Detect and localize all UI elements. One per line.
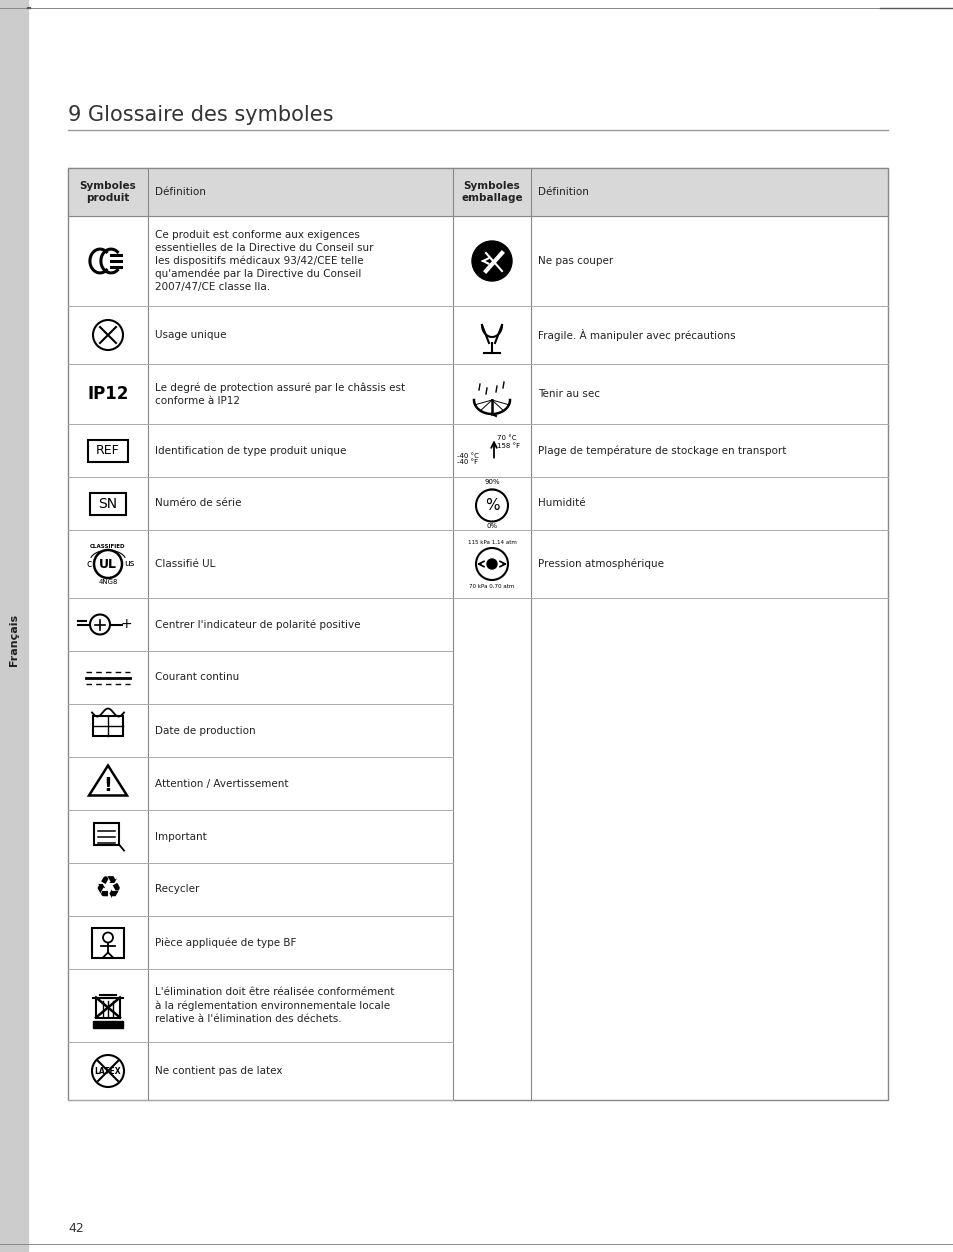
Bar — [68, 168, 887, 1101]
Text: Le degré de protection assuré par le châssis est
conforme à IP12: Le degré de protection assuré par le châ… — [154, 382, 405, 406]
Text: Classifié UL: Classifié UL — [154, 558, 215, 568]
Text: ♻: ♻ — [94, 875, 122, 904]
Text: Courant continu: Courant continu — [154, 672, 239, 682]
Text: UL: UL — [99, 557, 117, 571]
Text: Pièce appliquée de type BF: Pièce appliquée de type BF — [154, 938, 296, 948]
Circle shape — [486, 558, 497, 568]
Text: 70 °C: 70 °C — [497, 436, 516, 442]
Bar — [68, 168, 887, 217]
Bar — [96, 998, 120, 1018]
Text: L'élimination doit être réalisée conformément
à la réglementation environnementa: L'élimination doit être réalisée conform… — [154, 988, 394, 1024]
Text: Centrer l'indicateur de polarité positive: Centrer l'indicateur de polarité positiv… — [154, 620, 360, 630]
Text: Identification de type produit unique: Identification de type produit unique — [154, 446, 346, 456]
Bar — [68, 168, 887, 1101]
Text: Important: Important — [154, 831, 207, 841]
Text: Définition: Définition — [154, 187, 206, 197]
Bar — [91, 928, 124, 958]
Text: Définition: Définition — [537, 187, 588, 197]
Text: Pression atmosphérique: Pression atmosphérique — [537, 558, 663, 570]
Text: !: ! — [104, 776, 112, 795]
Text: -40 °C: -40 °C — [456, 452, 478, 458]
Text: Symboles
produit: Symboles produit — [79, 182, 136, 203]
Text: Usage unique: Usage unique — [154, 331, 226, 341]
Circle shape — [472, 240, 512, 280]
Text: 70 kPa 0,70 atm: 70 kPa 0,70 atm — [469, 583, 515, 588]
Bar — [88, 439, 128, 462]
Text: +: + — [120, 616, 132, 631]
Text: CLASSIFIED: CLASSIFIED — [91, 543, 126, 548]
Text: 90%: 90% — [484, 478, 499, 485]
Text: 42: 42 — [68, 1222, 84, 1234]
Text: 115 kPa 1,14 atm: 115 kPa 1,14 atm — [467, 540, 516, 545]
Text: Attention / Avertissement: Attention / Avertissement — [154, 779, 288, 789]
Text: Ce produit est conforme aux exigences
essentielles de la Directive du Conseil su: Ce produit est conforme aux exigences es… — [154, 229, 374, 292]
Text: Ne contient pas de latex: Ne contient pas de latex — [154, 1065, 282, 1075]
Text: SN: SN — [98, 497, 117, 511]
Bar — [92, 715, 123, 735]
Text: Français: Français — [9, 613, 19, 666]
Text: Date de production: Date de production — [154, 725, 255, 735]
Text: 158 °F: 158 °F — [497, 442, 519, 448]
Text: %: % — [484, 498, 498, 513]
Text: Fragile. À manipuler avec précautions: Fragile. À manipuler avec précautions — [537, 329, 735, 341]
Text: c: c — [87, 558, 91, 568]
Text: REF: REF — [96, 444, 120, 457]
Text: Plage de température de stockage en transport: Plage de température de stockage en tran… — [537, 446, 785, 456]
Text: Symboles
emballage: Symboles emballage — [460, 182, 522, 203]
Text: Recycler: Recycler — [154, 884, 199, 894]
Text: 9 Glossaire des symboles: 9 Glossaire des symboles — [68, 105, 334, 125]
Bar — [90, 492, 126, 515]
Text: Ne pas couper: Ne pas couper — [537, 255, 613, 265]
Text: 0%: 0% — [486, 522, 497, 528]
Text: us: us — [124, 560, 134, 568]
Text: LATEX: LATEX — [94, 1067, 121, 1075]
Text: IP12: IP12 — [88, 386, 129, 403]
Bar — [92, 1020, 123, 1028]
Text: Numéro de série: Numéro de série — [154, 498, 241, 508]
Text: 4NG8: 4NG8 — [98, 578, 117, 585]
Bar — [0, 0, 28, 1252]
Text: Tenir au sec: Tenir au sec — [537, 389, 599, 399]
Text: Humidité: Humidité — [537, 498, 585, 508]
Bar — [94, 823, 119, 845]
Text: -40 °F: -40 °F — [456, 459, 477, 466]
